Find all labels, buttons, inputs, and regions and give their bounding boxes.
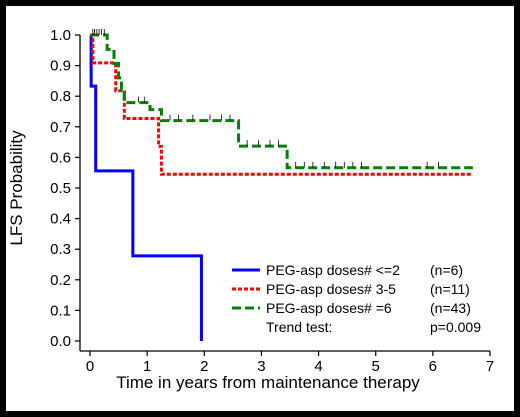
y-tick-label: 0.5	[50, 180, 71, 197]
x-tick-label: 6	[429, 358, 437, 375]
y-tick-label: 0.2	[50, 272, 71, 289]
y-tick-label: 0.4	[50, 211, 71, 228]
y-tick-label: 0.1	[50, 302, 71, 319]
y-tick-label: 1.0	[50, 27, 71, 44]
series-layer	[89, 29, 473, 341]
legend-label-2: PEG-asp doses# 3-5	[266, 281, 396, 297]
x-tick-label: 2	[200, 358, 208, 375]
x-tick-label: 1	[143, 358, 151, 375]
legend-label-1: PEG-asp doses# <=2	[266, 262, 400, 278]
legend-n-2: (n=11)	[430, 281, 470, 297]
legend: PEG-asp doses# <=2 (n=6) PEG-asp doses# 3-…	[232, 262, 481, 335]
series-line-1	[89, 33, 203, 341]
trend-test-pvalue: p=0.009	[430, 319, 481, 335]
series-line-3	[90, 33, 473, 170]
series-line-2	[90, 33, 473, 176]
x-tick-label: 5	[372, 358, 380, 375]
legend-label-3: PEG-asp doses# =6	[266, 300, 392, 316]
trend-test-label: Trend test:	[266, 319, 332, 335]
legend-n-3: (n=43)	[430, 300, 471, 316]
y-tick-label: 0.7	[50, 119, 71, 136]
axes	[79, 35, 490, 352]
x-tick-label: 4	[314, 358, 322, 375]
y-tick-label: 0.6	[50, 149, 71, 166]
y-tick-label: 0.9	[50, 58, 71, 75]
legend-n-1: (n=6)	[430, 262, 463, 278]
x-tick-label: 7	[486, 358, 494, 375]
y-tick-label: 0.3	[50, 241, 71, 258]
x-tick-label: 0	[86, 358, 94, 375]
y-tick-label: 0.8	[50, 88, 71, 105]
y-tick-label: 0.0	[50, 333, 71, 350]
y-axis-title: LFS Probability	[7, 130, 26, 246]
x-tick-label: 3	[257, 358, 265, 375]
ticks: 0 1 2 3 4 5 6 7 0.0 0.1 0.2 0.3 0.4 0.5 0.6 0.7 0.8 0.9 1.…	[50, 27, 494, 375]
x-axis-title: Time in years from maintenance therapy	[116, 373, 420, 392]
